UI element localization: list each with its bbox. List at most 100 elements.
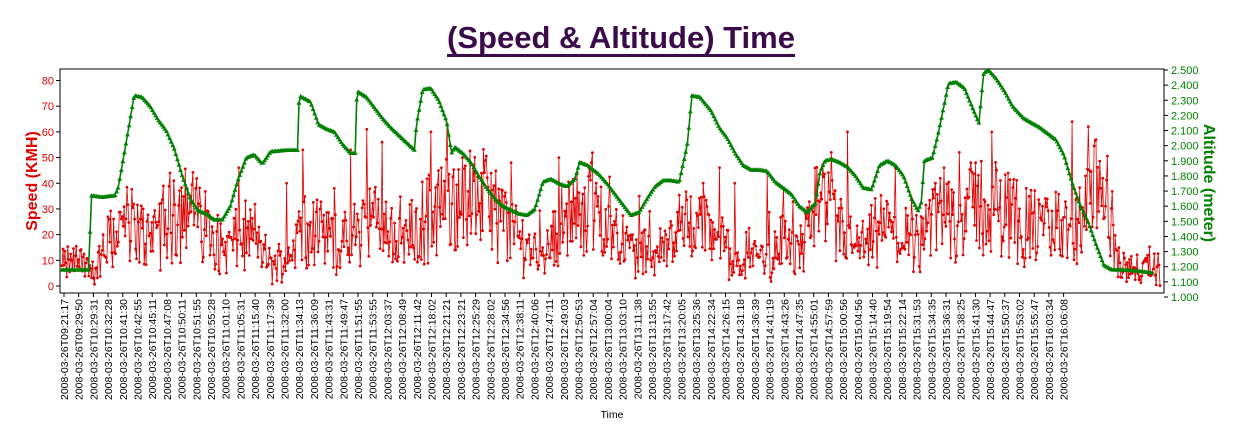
altitude-point bbox=[309, 102, 314, 107]
speed-point bbox=[985, 229, 989, 233]
speed-point bbox=[914, 213, 918, 217]
speed-point bbox=[209, 244, 213, 247]
speed-point bbox=[546, 229, 549, 232]
speed-point bbox=[287, 246, 290, 250]
speed-point bbox=[338, 266, 342, 270]
speed-point bbox=[346, 253, 350, 257]
altitude-point bbox=[237, 172, 243, 177]
right-tick-label: 1.300 bbox=[1171, 247, 1199, 259]
speed-point bbox=[1076, 217, 1080, 221]
speed-point bbox=[183, 167, 187, 171]
speed-point bbox=[905, 240, 909, 244]
altitude-point bbox=[574, 170, 579, 175]
speed-point bbox=[200, 240, 203, 244]
speed-point bbox=[862, 255, 866, 259]
speed-point bbox=[643, 228, 647, 232]
speed-point bbox=[640, 231, 644, 235]
speed-point bbox=[485, 176, 489, 180]
speed-point bbox=[811, 210, 815, 214]
altitude-point bbox=[444, 121, 450, 127]
altitude-point bbox=[128, 113, 133, 119]
speed-point bbox=[147, 234, 151, 238]
speed-point bbox=[774, 256, 778, 260]
speed-point bbox=[888, 211, 891, 215]
speed-point bbox=[104, 256, 108, 259]
speed-point bbox=[930, 213, 933, 216]
speed-point bbox=[296, 219, 300, 223]
speed-point bbox=[919, 215, 923, 218]
speed-point bbox=[343, 210, 347, 214]
speed-point bbox=[303, 195, 307, 198]
x-tick-label: 2008-03-26T10:51:55 bbox=[191, 299, 203, 400]
speed-point bbox=[431, 210, 435, 214]
speed-point bbox=[388, 240, 392, 244]
speed-point bbox=[871, 255, 874, 259]
speed-point bbox=[509, 161, 513, 165]
speed-point bbox=[1049, 253, 1053, 257]
speed-point bbox=[1123, 256, 1126, 260]
speed-point bbox=[130, 187, 134, 191]
speed-point bbox=[916, 232, 920, 236]
altitude-point bbox=[167, 135, 172, 140]
speed-point bbox=[689, 195, 693, 199]
speed-point bbox=[775, 236, 779, 239]
altitude-point bbox=[451, 147, 456, 152]
x-tick-label: 2008-03-26T12:23:21 bbox=[456, 299, 468, 400]
altitude-point bbox=[536, 192, 542, 197]
speed-point bbox=[955, 254, 958, 258]
speed-point bbox=[1088, 202, 1092, 205]
speed-point bbox=[849, 215, 852, 219]
speed-point bbox=[271, 259, 275, 263]
speed-point bbox=[529, 247, 533, 251]
speed-point bbox=[269, 256, 273, 260]
speed-point bbox=[263, 247, 266, 251]
speed-point bbox=[1034, 258, 1038, 262]
speed-point bbox=[957, 151, 961, 154]
speed-point bbox=[355, 212, 359, 216]
speed-point bbox=[997, 219, 1000, 223]
speed-point bbox=[938, 176, 942, 180]
speed-point bbox=[884, 236, 888, 239]
speed-point bbox=[606, 237, 610, 241]
speed-point bbox=[649, 258, 653, 262]
speed-point bbox=[570, 239, 574, 243]
x-tick-label: 2008-03-26T15:53:02 bbox=[1015, 299, 1027, 400]
speed-point bbox=[190, 183, 194, 187]
speed-point bbox=[144, 263, 148, 266]
speed-point bbox=[833, 189, 837, 193]
speed-point bbox=[988, 208, 992, 211]
speed-point bbox=[116, 244, 119, 248]
speed-point bbox=[572, 222, 576, 225]
altitude-point bbox=[175, 156, 180, 162]
altitude-point bbox=[313, 115, 319, 120]
x-tick-label: 2008-03-26T12:18:02 bbox=[427, 299, 439, 400]
altitude-point bbox=[907, 192, 913, 197]
speed-point bbox=[1101, 176, 1105, 180]
speed-point bbox=[497, 187, 501, 191]
speed-point bbox=[861, 219, 865, 223]
speed-point bbox=[423, 220, 427, 224]
speed-point bbox=[171, 213, 175, 217]
speed-point bbox=[332, 266, 335, 269]
speed-point bbox=[155, 226, 159, 230]
speed-point bbox=[976, 184, 979, 188]
speed-point bbox=[879, 194, 883, 197]
speed-point bbox=[267, 262, 270, 266]
speed-point bbox=[704, 198, 708, 202]
speed-point bbox=[1027, 194, 1031, 198]
speed-point bbox=[222, 250, 225, 254]
speed-point bbox=[332, 187, 336, 190]
speed-point bbox=[951, 213, 954, 217]
speed-point bbox=[459, 210, 462, 214]
speed-point bbox=[914, 233, 917, 237]
speed-point bbox=[831, 192, 835, 196]
speed-point bbox=[331, 217, 334, 220]
speed-point bbox=[527, 233, 531, 237]
speed-point bbox=[247, 254, 251, 257]
x-tick-label: 2008-03-26T15:19:54 bbox=[882, 299, 894, 400]
x-tick-label: 2008-03-26T15:31:53 bbox=[912, 299, 924, 400]
speed-point bbox=[907, 253, 911, 257]
altitude-point bbox=[441, 111, 447, 117]
speed-point bbox=[763, 264, 767, 267]
speed-point bbox=[236, 238, 240, 242]
